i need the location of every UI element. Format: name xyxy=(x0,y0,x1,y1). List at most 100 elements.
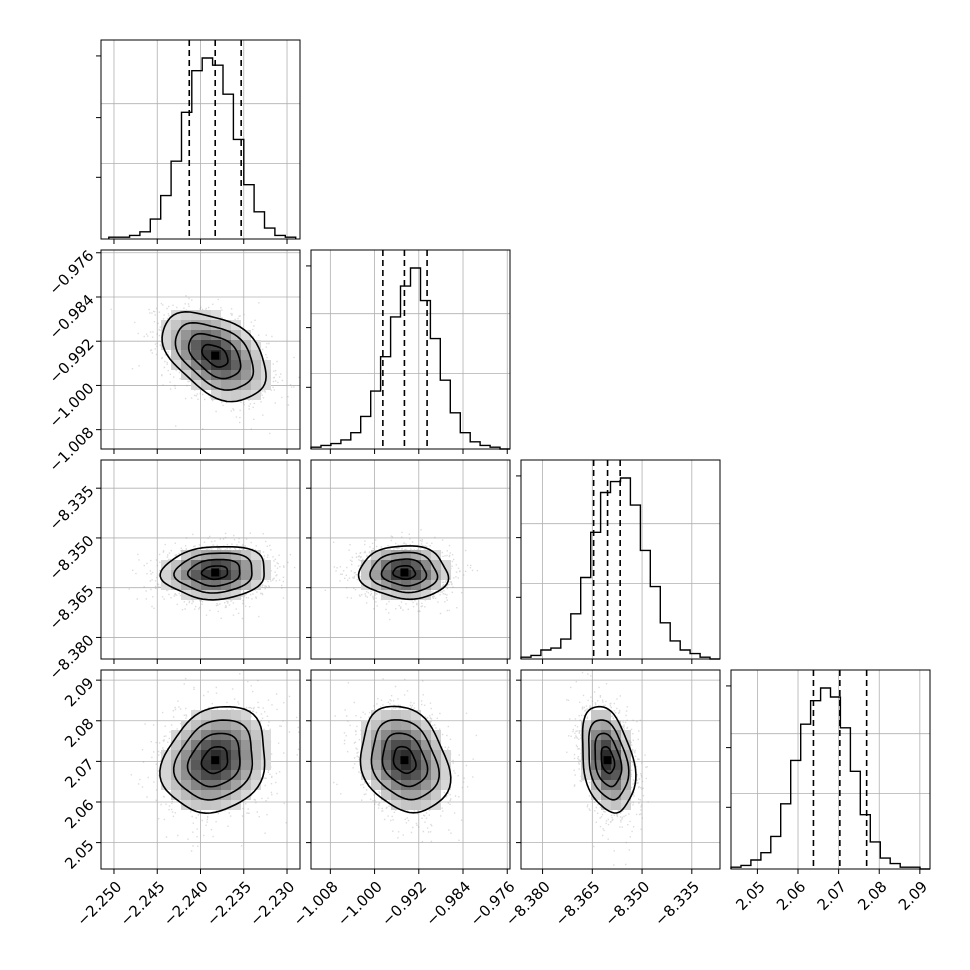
density-cell xyxy=(591,770,601,780)
density-cell xyxy=(191,350,201,360)
histogram-step xyxy=(310,267,510,450)
panel-frame xyxy=(100,669,301,870)
contour-line xyxy=(161,310,267,403)
density-region xyxy=(130,673,300,852)
contour-line xyxy=(380,558,428,587)
density-cell xyxy=(161,570,171,580)
density-cell xyxy=(171,350,181,360)
density-cell xyxy=(581,760,591,770)
x-tick-label: −0.984 xyxy=(422,878,474,930)
density-cell xyxy=(251,750,261,760)
y-tick-label: −8.365 xyxy=(46,582,98,634)
density-cell xyxy=(381,570,391,580)
density-cell xyxy=(391,580,401,590)
density-cell xyxy=(391,740,401,750)
panel-frame xyxy=(310,459,511,660)
density-cell xyxy=(181,790,191,800)
density-cell xyxy=(381,580,391,590)
density-cell xyxy=(221,750,231,760)
density-cell xyxy=(381,720,391,730)
density-cell xyxy=(191,800,201,810)
density-cell xyxy=(371,580,381,590)
density-cell xyxy=(241,730,251,740)
panel-2-2 xyxy=(516,459,721,664)
density-region xyxy=(110,295,300,435)
density-cell xyxy=(231,380,241,390)
density-cell xyxy=(181,770,191,780)
histogram-step xyxy=(730,687,930,870)
density-cell xyxy=(191,750,201,760)
density-cell xyxy=(621,770,631,780)
density-cell xyxy=(411,750,421,760)
density-cell xyxy=(421,580,431,590)
density-cell xyxy=(381,710,391,720)
density-cell xyxy=(251,720,261,730)
density-cell xyxy=(601,790,611,800)
density-cell xyxy=(171,330,181,340)
density-cell xyxy=(361,730,371,740)
density-cell xyxy=(201,560,211,570)
density-cell xyxy=(211,730,221,740)
density-cell xyxy=(391,720,401,730)
density-cell xyxy=(211,330,221,340)
density-cell xyxy=(401,790,411,800)
density-cell xyxy=(591,790,601,800)
density-cell xyxy=(261,750,271,760)
density-cell xyxy=(201,550,211,560)
density-cell xyxy=(421,760,431,770)
density-cell xyxy=(201,590,211,600)
peak-marker xyxy=(400,756,409,765)
density-cell xyxy=(171,740,181,750)
density-cell xyxy=(171,560,181,570)
density-cell xyxy=(191,720,201,730)
density-cell xyxy=(431,790,441,800)
density-cell xyxy=(261,570,271,580)
density-cell xyxy=(601,800,611,810)
density-cell xyxy=(391,750,401,760)
x-tick-label: 2.06 xyxy=(773,878,809,914)
density-cell xyxy=(621,790,631,800)
density-cell xyxy=(411,550,421,560)
density-cell xyxy=(241,790,251,800)
density-cell xyxy=(181,350,191,360)
density-cell xyxy=(601,750,611,760)
density-cell xyxy=(211,580,221,590)
y-tick-label: −8.350 xyxy=(46,532,98,584)
density-cell xyxy=(231,550,241,560)
density-cell xyxy=(581,740,591,750)
density-cell xyxy=(171,760,181,770)
density-cell xyxy=(371,760,381,770)
density-cell xyxy=(261,740,271,750)
x-tick-label: −2.230 xyxy=(246,878,298,930)
density-cell xyxy=(241,360,251,370)
contour-line xyxy=(201,343,229,368)
density-cell xyxy=(231,710,241,720)
density-cell xyxy=(221,710,231,720)
density-cell xyxy=(411,730,421,740)
density-cell xyxy=(421,720,431,730)
density-region xyxy=(333,678,478,843)
density-cell xyxy=(231,560,241,570)
density-cell xyxy=(261,730,271,740)
density-cell xyxy=(251,390,261,400)
density-cell xyxy=(361,560,371,570)
contour-line xyxy=(159,546,265,601)
density-cell xyxy=(371,710,381,720)
contour-line xyxy=(174,321,255,391)
density-cell xyxy=(231,750,241,760)
density-cell xyxy=(411,560,421,570)
density-cell xyxy=(401,710,411,720)
density-cell xyxy=(211,590,221,600)
density-cell xyxy=(591,720,601,730)
panel-0-0 xyxy=(96,39,301,244)
density-cell xyxy=(171,570,181,580)
x-tick-label: −8.350 xyxy=(601,878,653,930)
density-cell xyxy=(441,750,451,760)
density-cell xyxy=(421,550,431,560)
panel-frame xyxy=(520,459,721,660)
density-cell xyxy=(391,710,401,720)
density-cell xyxy=(421,740,431,750)
density-cell xyxy=(221,320,231,330)
density-cell xyxy=(611,740,621,750)
density-cell xyxy=(361,740,371,750)
